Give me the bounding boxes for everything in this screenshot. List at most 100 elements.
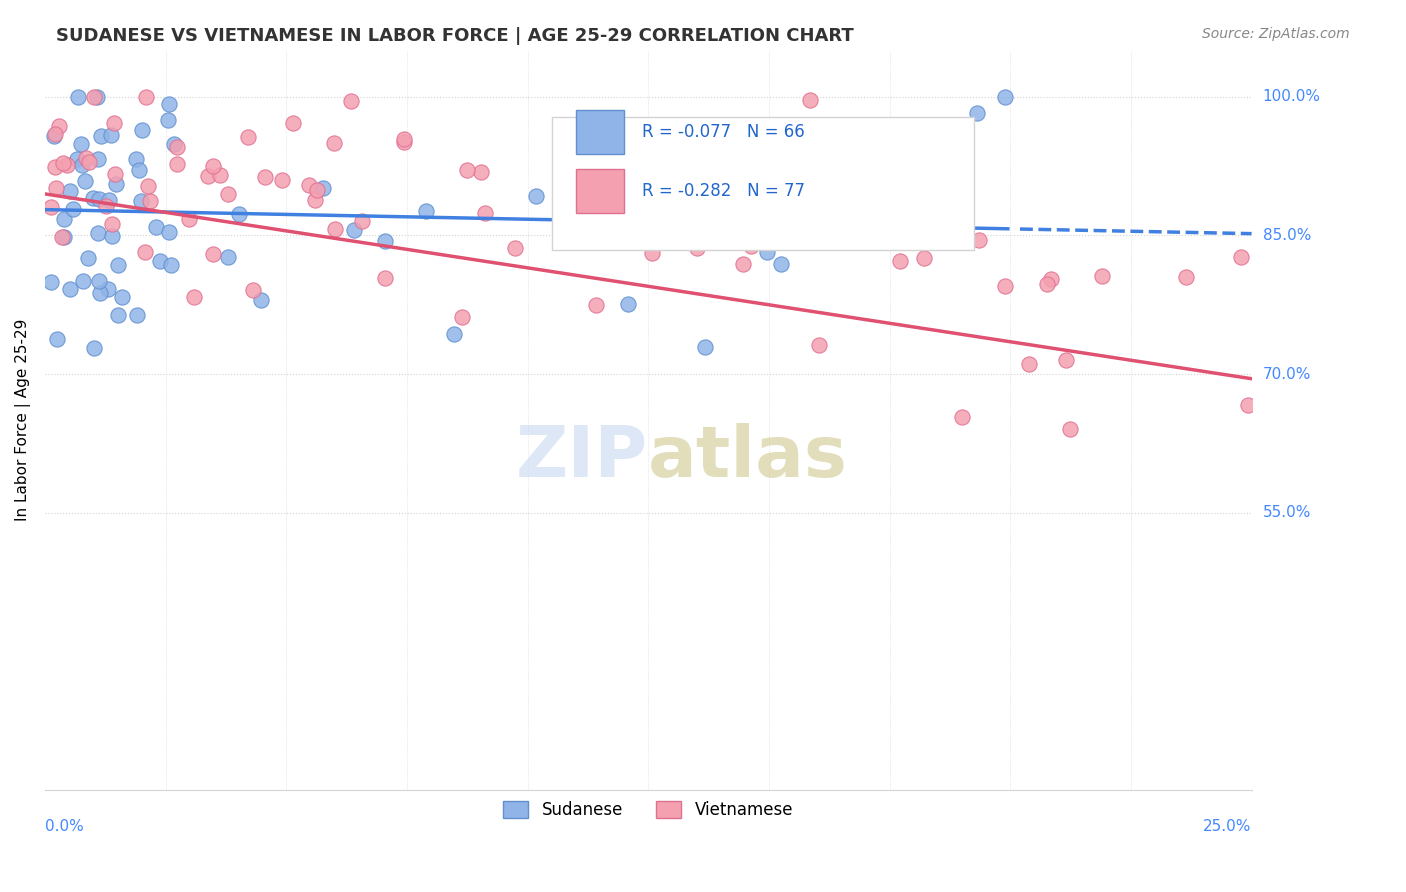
Point [254, 169, 277, 184]
Point [617, 296, 640, 310]
Point [374, 271, 396, 285]
Point [1059, 422, 1081, 436]
Point [456, 163, 478, 178]
Point [392, 132, 415, 146]
Point [104, 167, 127, 181]
Point [77, 252, 100, 266]
Point [45, 181, 67, 195]
Point [48, 119, 70, 133]
Point [731, 257, 754, 271]
Point [97, 193, 120, 207]
Point [75, 151, 97, 165]
Point [1018, 357, 1040, 371]
Point [96, 199, 118, 213]
Point [177, 212, 200, 227]
Point [134, 90, 156, 104]
Point [134, 245, 156, 260]
Point [77, 155, 100, 169]
Point [103, 116, 125, 130]
Point [107, 308, 129, 322]
Point [1054, 353, 1077, 368]
Point [339, 94, 361, 108]
Point [67, 90, 90, 104]
Point [756, 244, 779, 259]
Point [217, 187, 239, 202]
Point [322, 136, 344, 150]
Text: R = -0.077   N = 66: R = -0.077 N = 66 [643, 123, 806, 141]
Point [72, 274, 94, 288]
Point [66, 153, 89, 167]
Point [837, 205, 859, 219]
Point [128, 162, 150, 177]
Point [104, 177, 127, 191]
Bar [576, 169, 624, 213]
Point [139, 194, 162, 209]
Point [136, 179, 159, 194]
Point [145, 219, 167, 234]
Point [787, 202, 810, 216]
Point [283, 116, 305, 130]
Point [834, 231, 856, 245]
Point [799, 94, 821, 108]
Point [250, 293, 273, 308]
Point [125, 152, 148, 166]
Point [149, 254, 172, 268]
Point [450, 310, 472, 324]
Point [53, 230, 76, 244]
Point [183, 290, 205, 304]
Point [304, 193, 326, 207]
Text: 0.0%: 0.0% [45, 820, 83, 835]
Text: atlas: atlas [648, 423, 848, 491]
Point [524, 189, 547, 203]
Point [807, 338, 830, 352]
Text: SUDANESE VS VIETNAMESE IN LABOR FORCE | AGE 25-29 CORRELATION CHART: SUDANESE VS VIETNAMESE IN LABOR FORCE | … [56, 27, 853, 45]
Point [966, 106, 988, 120]
Point [201, 247, 224, 261]
Point [1091, 269, 1114, 284]
Point [830, 183, 852, 197]
Text: R = -0.282   N = 77: R = -0.282 N = 77 [643, 182, 806, 200]
Point [905, 235, 928, 249]
Point [967, 233, 990, 247]
Point [86, 90, 108, 104]
Point [1040, 272, 1063, 286]
Point [51, 229, 73, 244]
Point [70, 137, 93, 152]
Point [59, 282, 82, 296]
Point [994, 278, 1017, 293]
Point [323, 221, 346, 235]
Point [727, 214, 749, 228]
Point [125, 308, 148, 322]
Text: 70.0%: 70.0% [1263, 367, 1310, 382]
Point [672, 177, 695, 191]
Point [470, 164, 492, 178]
Point [270, 172, 292, 186]
Point [59, 184, 82, 198]
Point [87, 226, 110, 240]
Point [312, 181, 335, 195]
Point [343, 223, 366, 237]
Point [70, 158, 93, 172]
Y-axis label: In Labor Force | Age 25-29: In Labor Force | Age 25-29 [15, 319, 31, 522]
Point [350, 214, 373, 228]
Point [97, 282, 120, 296]
Point [1036, 277, 1059, 291]
Point [686, 241, 709, 255]
Point [52, 156, 75, 170]
Point [160, 258, 183, 272]
Point [298, 178, 321, 192]
Point [242, 283, 264, 297]
Point [87, 274, 110, 288]
Point [62, 202, 84, 216]
Point [44, 127, 66, 141]
Point [157, 225, 180, 239]
Point [914, 252, 936, 266]
Point [45, 332, 67, 346]
Point [474, 206, 496, 220]
Point [217, 250, 239, 264]
Point [201, 159, 224, 173]
Point [163, 137, 186, 152]
Text: 25.0%: 25.0% [1204, 820, 1251, 835]
Point [39, 200, 62, 214]
Point [89, 286, 111, 301]
